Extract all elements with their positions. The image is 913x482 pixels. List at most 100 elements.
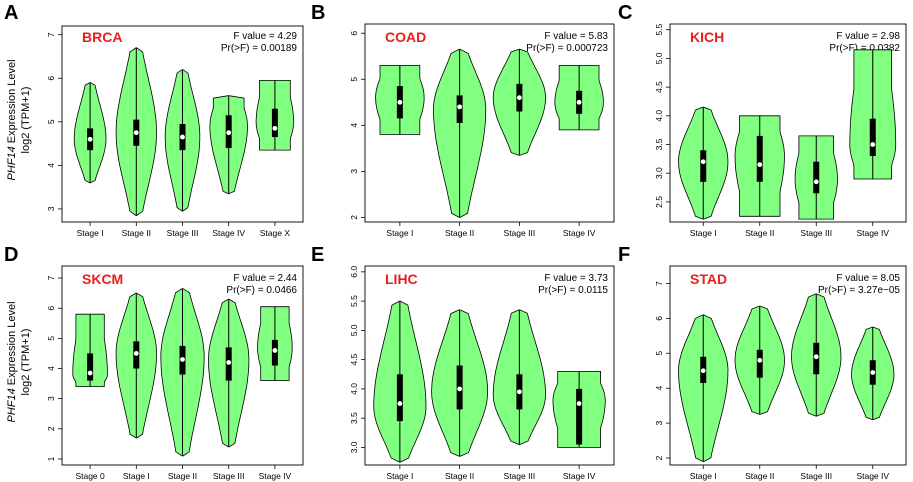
violin-iqr-box <box>87 353 94 381</box>
x-tick-label: Stage II <box>745 228 774 238</box>
y-tick-label: 4.5 <box>654 81 664 93</box>
x-tick-label: Stage I <box>77 228 104 238</box>
violin-median-dot <box>457 104 463 110</box>
violin-median-dot <box>272 125 278 131</box>
violin-median-dot <box>180 357 185 362</box>
x-tick-label: Stage II <box>445 471 474 481</box>
y-axis-gene-name: PHF14 <box>6 146 18 180</box>
plot-frame <box>364 23 615 223</box>
plot-frame <box>669 23 907 223</box>
y-tick-label: 2 <box>349 215 359 220</box>
y-tick-label: 2 <box>46 426 56 431</box>
x-tick-label: Stage II <box>445 228 474 238</box>
cancer-type-title: STAD <box>690 271 727 287</box>
violin-median-dot <box>870 370 876 375</box>
p-value-label: Pr(>F) = 0.0382 <box>829 43 900 54</box>
violin-median-dot <box>757 162 763 168</box>
y-tick-label: 7 <box>46 275 56 280</box>
y-tick-label: 4 <box>46 366 56 371</box>
panel-letter: C <box>618 2 632 24</box>
x-tick-label: Stage II <box>122 228 151 238</box>
violin-median-dot <box>700 368 706 374</box>
x-tick-label: Stage III <box>167 228 199 238</box>
y-tick-label: 2 <box>654 455 664 460</box>
panel-letter: A <box>4 2 18 24</box>
y-tick-label: 3.5 <box>654 138 664 150</box>
x-tick-label: Stage IV <box>563 471 596 481</box>
cancer-type-title: SKCM <box>82 271 123 287</box>
y-tick-label: 4.0 <box>349 383 359 395</box>
x-tick-label: Stage IV <box>856 471 889 481</box>
y-tick-label: 5 <box>46 336 56 341</box>
y-tick-label: 5.5 <box>349 295 359 307</box>
violin-median-dot <box>813 354 819 360</box>
y-tick-label: 3.0 <box>349 441 359 453</box>
violin-median-dot <box>516 389 522 395</box>
p-value-label: Pr(>F) = 0.0466 <box>226 285 297 296</box>
violin-median-dot <box>180 134 185 140</box>
violin-median-dot <box>133 130 139 136</box>
panel-letter: B <box>311 2 325 24</box>
violin-median-dot <box>457 386 463 392</box>
x-tick-label: Stage II <box>168 471 197 481</box>
plot-frame <box>364 265 615 466</box>
violin-median-dot <box>576 401 582 406</box>
x-tick-label: Stage I <box>690 471 717 481</box>
f-value-label: F value = 4.29 <box>233 31 297 42</box>
violin-iqr-box <box>869 118 876 156</box>
y-tick-label: 5.0 <box>654 52 664 64</box>
y-tick-label: 5.0 <box>349 324 359 336</box>
violin-median-dot <box>757 357 763 363</box>
panel-letter: E <box>311 244 324 266</box>
y-tick-label: 4.0 <box>654 110 664 122</box>
violin-median-dot <box>813 179 819 185</box>
x-tick-label: Stage IV <box>259 471 292 481</box>
y-tick-label: 4.5 <box>349 353 359 365</box>
y-tick-label: 3 <box>654 420 664 425</box>
y-tick-label: 5 <box>654 351 664 356</box>
y-axis-gene-name: PHF14 <box>6 388 18 422</box>
y-tick-label: 2.5 <box>654 196 664 208</box>
violin-median-dot <box>133 351 139 356</box>
f-value-label: F value = 5.83 <box>544 31 608 42</box>
cancer-type-title: COAD <box>385 29 426 45</box>
cancer-type-title: LIHC <box>385 271 418 287</box>
violin-median-dot <box>226 360 232 365</box>
y-tick-label: 4 <box>654 386 664 391</box>
p-value-label: Pr(>F) = 3.27e−05 <box>818 285 900 296</box>
x-tick-label: Stage IV <box>212 228 245 238</box>
y-axis-label-line2: log2 (TPM+1) <box>20 329 32 396</box>
f-value-label: F value = 3.73 <box>544 273 608 284</box>
panel-letter: D <box>4 244 18 266</box>
x-tick-label: Stage 0 <box>75 471 105 481</box>
violin-iqr-box <box>576 388 583 445</box>
y-tick-label: 3.5 <box>349 412 359 424</box>
x-tick-label: Stage I <box>386 228 413 238</box>
violin-iqr-box <box>813 161 820 194</box>
x-tick-label: Stage IV <box>856 228 889 238</box>
y-tick-label: 5 <box>349 77 359 82</box>
violin-median-dot <box>870 142 876 147</box>
violin-median-dot <box>87 370 93 376</box>
y-tick-label: 4 <box>46 163 56 168</box>
p-value-label: Pr(>F) = 0.000723 <box>526 43 608 54</box>
cancer-type-title: BRCA <box>82 29 122 45</box>
violin-median-dot <box>700 159 706 165</box>
x-tick-label: Stage III <box>504 471 536 481</box>
y-axis-label-line2: log2 (TPM+1) <box>20 87 32 154</box>
y-axis-label-line1: PHF14 Expression Level <box>6 301 18 422</box>
x-tick-label: Stage IV <box>563 228 596 238</box>
y-tick-label: 1 <box>46 456 56 461</box>
violin-iqr-box <box>396 374 403 422</box>
violin-iqr-box <box>756 135 763 182</box>
y-tick-label: 3 <box>46 206 56 211</box>
violin-median-dot <box>576 99 582 105</box>
y-tick-label: 6 <box>46 76 56 81</box>
violin-iqr-box <box>756 349 763 378</box>
y-tick-label: 4 <box>349 123 359 128</box>
cancer-type-title: KICH <box>690 29 724 45</box>
x-tick-label: Stage III <box>213 471 245 481</box>
y-tick-label: 6 <box>349 31 359 36</box>
plot-frame <box>669 265 907 466</box>
violin-median-dot <box>87 136 93 142</box>
